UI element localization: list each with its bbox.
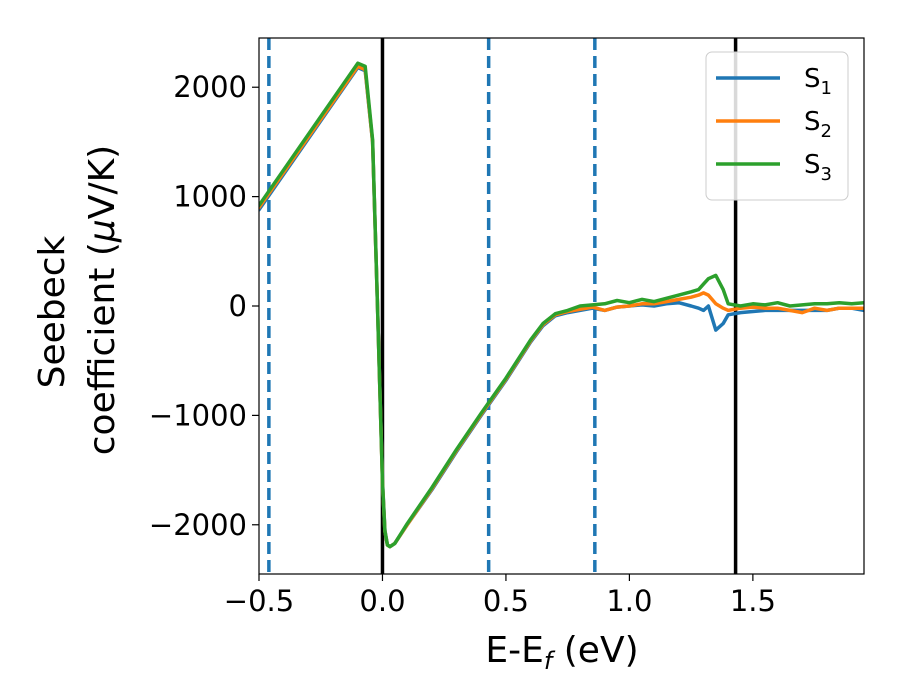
- y-tick-label: −2000: [149, 508, 247, 542]
- y-tick-label: 1000: [173, 180, 247, 214]
- y-axis-label-line2: coefficient (μV/K): [82, 145, 123, 455]
- legend-label-s3: S3: [804, 150, 832, 185]
- x-axis-label: E-Ef (eV): [485, 630, 638, 675]
- y-tick-label: 0: [229, 289, 247, 323]
- series-line-s3: [259, 61, 864, 549]
- legend: S1 S2 S3: [705, 51, 849, 201]
- x-tick-label: 1.0: [606, 584, 652, 618]
- y-tick-label: 2000: [173, 70, 247, 104]
- legend-label-s2: S2: [804, 107, 832, 142]
- legend-label-s1: S1: [804, 64, 832, 99]
- y-tick-label: −1000: [149, 398, 247, 432]
- x-tick-label: −0.5: [224, 584, 294, 618]
- x-tick-label: 0.5: [483, 584, 529, 618]
- axis-ticks: −0.5 0.0 0.5 1.0 1.5 2000 1000 0 −1000 −2000: [149, 70, 776, 618]
- x-tick-label: 0.0: [359, 584, 405, 618]
- x-tick-label: 1.5: [730, 584, 776, 618]
- y-axis-label-line1: Seebeck: [32, 235, 73, 388]
